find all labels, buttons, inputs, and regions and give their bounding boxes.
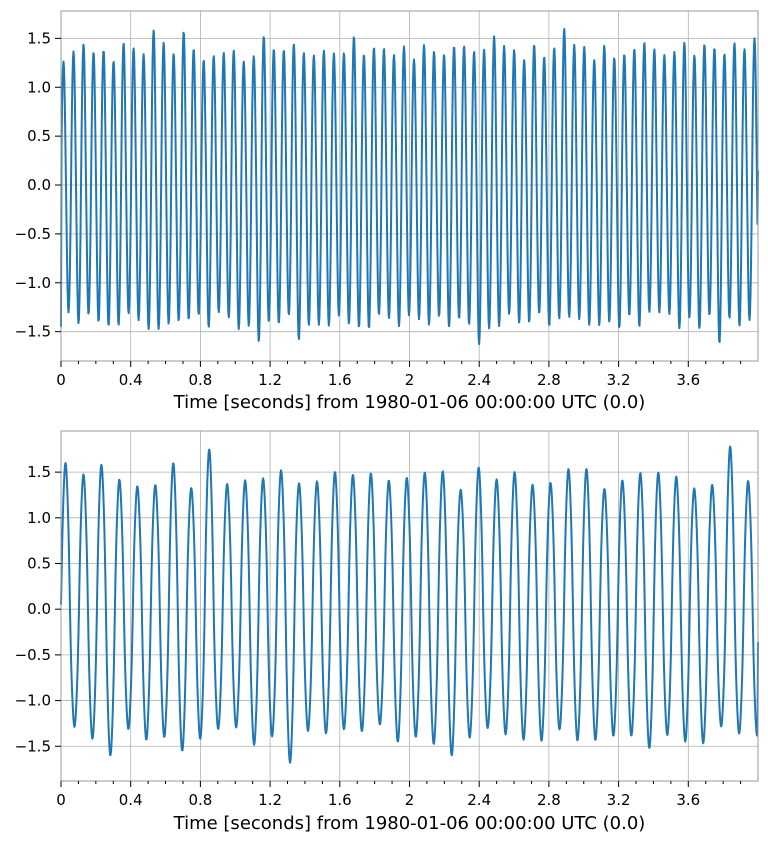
x-tick-label: 3.2 <box>607 371 631 389</box>
x-tick-label: 2.4 <box>467 371 491 389</box>
y-tick-label: 0.0 <box>27 600 51 618</box>
top-chart-grid <box>60 11 758 361</box>
y-tick-label: 1.0 <box>27 509 51 527</box>
x-tick-label: 2 <box>405 371 415 389</box>
x-tick-label: 3.6 <box>676 791 700 809</box>
y-tick-label: 0.5 <box>27 127 51 145</box>
x-tick-label: 0 <box>56 791 66 809</box>
y-tick-label: 0.0 <box>27 176 51 194</box>
y-tick-label: −1.5 <box>15 737 51 755</box>
top-chart-x-axis: 0 0.4 0.8 1.2 1.6 2 2.4 2.8 3.2 3.6 <box>56 361 742 389</box>
series-line <box>60 445 759 764</box>
x-tick-label: 1.6 <box>328 371 352 389</box>
top-chart-y-axis: −1.5 −1.0 −0.5 0.0 0.5 1.0 1.5 <box>15 29 61 341</box>
bottom-chart-x-axis-label: Time [seconds] from 1980-01-06 00:00:00 … <box>173 813 646 834</box>
y-tick-label: −0.5 <box>15 646 51 664</box>
x-tick-label: 2.4 <box>467 791 491 809</box>
y-tick-label: −1.5 <box>15 323 51 341</box>
bottom-chart: 0 0.4 0.8 1.2 1.6 2 2.4 2.8 3.2 3.6 −1.5 −1.0 −0.5 0… <box>15 430 759 834</box>
top-chart-x-axis-label: Time [seconds] from 1980-01-06 00:00:00 … <box>173 392 646 413</box>
y-tick-label: 1.0 <box>27 78 51 96</box>
x-tick-label: 0.4 <box>119 371 143 389</box>
x-tick-label: 1.2 <box>258 371 282 389</box>
y-tick-label: 1.5 <box>27 29 51 47</box>
y-tick-label: −1.0 <box>15 692 51 710</box>
y-tick-label: 1.5 <box>27 463 51 481</box>
bottom-chart-x-axis: 0 0.4 0.8 1.2 1.6 2 2.4 2.8 3.2 3.6 <box>56 781 742 809</box>
x-tick-label: 2.8 <box>537 371 561 389</box>
y-tick-label: −1.0 <box>15 274 51 292</box>
x-tick-label: 2 <box>405 791 415 809</box>
series-line <box>60 27 759 346</box>
x-tick-label: 3.2 <box>607 791 631 809</box>
y-tick-label: 0.5 <box>27 555 51 573</box>
x-tick-label: 0.8 <box>188 371 212 389</box>
top-chart: 0 0.4 0.8 1.2 1.6 2 2.4 2.8 3.2 3.6 −1.5 −1.0 −0.5 0… <box>15 10 759 413</box>
x-tick-label: 1.6 <box>328 791 352 809</box>
x-tick-label: 3.6 <box>676 371 700 389</box>
y-tick-label: −0.5 <box>15 225 51 243</box>
bottom-chart-series <box>60 445 759 764</box>
x-tick-label: 0.4 <box>119 791 143 809</box>
x-tick-label: 0 <box>56 371 66 389</box>
top-chart-series <box>60 27 759 346</box>
x-tick-label: 2.8 <box>537 791 561 809</box>
bottom-chart-y-axis: −1.5 −1.0 −0.5 0.0 0.5 1.0 1.5 <box>15 463 61 755</box>
x-tick-label: 1.2 <box>258 791 282 809</box>
x-tick-label: 0.8 <box>188 791 212 809</box>
